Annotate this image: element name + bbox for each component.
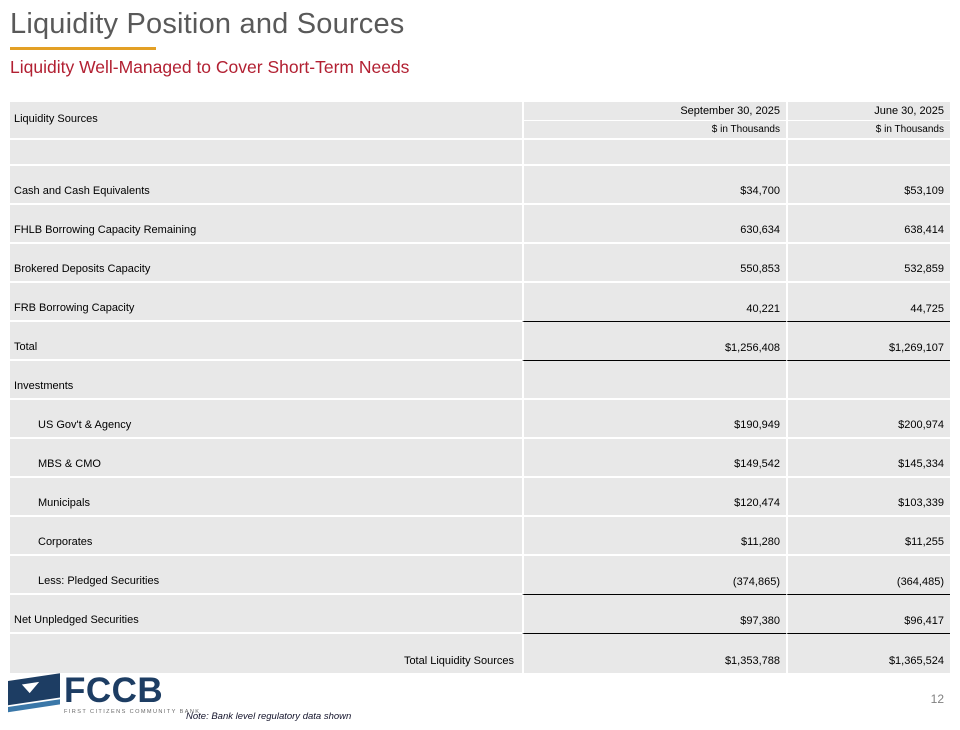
table-row: Net Unpledged Securities $97,380 $96,417	[10, 595, 950, 634]
table-row: MBS & CMO $149,542 $145,334	[10, 439, 950, 478]
row-label: Total	[10, 322, 522, 361]
logo-text-block: FCCB FIRST CITIZENS COMMUNITY BANK	[64, 673, 200, 716]
row-value-september	[522, 140, 786, 166]
row-value-september: 550,853	[522, 244, 786, 283]
header-date-june: June 30, 2025	[786, 102, 950, 121]
footnote: Note: Bank level regulatory data shown	[186, 711, 352, 722]
row-value-june: 638,414	[786, 205, 950, 244]
row-label: FHLB Borrowing Capacity Remaining	[10, 205, 522, 244]
page-title: Liquidity Position and Sources	[10, 8, 405, 40]
row-value-september: $97,380	[522, 595, 786, 634]
logo-wordmark: FCCB	[64, 671, 164, 711]
row-label: MBS & CMO	[10, 439, 522, 478]
table-header-row: Liquidity Sources September 30, 2025 Jun…	[10, 102, 950, 140]
row-label: Brokered Deposits Capacity	[10, 244, 522, 283]
row-label: US Gov't & Agency	[10, 400, 522, 439]
row-label: Total Liquidity Sources	[10, 634, 522, 673]
header-liquidity-sources: Liquidity Sources	[10, 102, 522, 140]
table-row: Brokered Deposits Capacity 550,853 532,859	[10, 244, 950, 283]
table-row	[10, 140, 950, 166]
row-value-june: $53,109	[786, 166, 950, 205]
table-row: Corporates $11,280 $11,255	[10, 517, 950, 556]
row-value-september	[522, 361, 786, 400]
table-row: FHLB Borrowing Capacity Remaining 630,634…	[10, 205, 950, 244]
row-value-september: $120,474	[522, 478, 786, 517]
row-value-september: (374,865)	[522, 556, 786, 595]
page-subtitle: Liquidity Well-Managed to Cover Short-Te…	[10, 57, 410, 77]
liquidity-sources-table: Liquidity Sources September 30, 2025 Jun…	[10, 102, 950, 673]
logo-tagline: FIRST CITIZENS COMMUNITY BANK	[64, 709, 201, 716]
company-logo: FCCB FIRST CITIZENS COMMUNITY BANK	[8, 673, 200, 716]
table-row: Investments	[10, 361, 950, 400]
row-value-june: $145,334	[786, 439, 950, 478]
row-value-june	[786, 361, 950, 400]
row-label: FRB Borrowing Capacity	[10, 283, 522, 322]
row-value-june: $200,974	[786, 400, 950, 439]
table-row: Less: Pledged Securities (374,865) (364,48…	[10, 556, 950, 595]
row-value-june: $1,269,107	[786, 322, 950, 361]
row-label: Investments	[10, 361, 522, 400]
row-value-september: $1,353,788	[522, 634, 786, 673]
table-header-units-row: $ in Thousands $ in Thousands	[10, 121, 950, 140]
table-row: Total $1,256,408 $1,269,107	[10, 322, 950, 361]
row-value-september: 40,221	[522, 283, 786, 322]
row-label	[10, 140, 522, 166]
table-row: FRB Borrowing Capacity 40,221 44,725	[10, 283, 950, 322]
title-accent-bar	[10, 47, 156, 50]
row-label: Municipals	[10, 478, 522, 517]
row-value-june: $96,417	[786, 595, 950, 634]
table-row: Municipals $120,474 $103,339	[10, 478, 950, 517]
row-value-september: $149,542	[522, 439, 786, 478]
row-label: Less: Pledged Securities	[10, 556, 522, 595]
row-value-june	[786, 140, 950, 166]
row-value-september: $1,256,408	[522, 322, 786, 361]
row-value-june: $103,339	[786, 478, 950, 517]
row-value-september: 630,634	[522, 205, 786, 244]
row-value-june: (364,485)	[786, 556, 950, 595]
table-row: Total Liquidity Sources $1,353,788 $1,365,…	[10, 634, 950, 673]
row-label: Net Unpledged Securities	[10, 595, 522, 634]
flag-logo-icon	[8, 673, 60, 713]
row-value-september: $11,280	[522, 517, 786, 556]
header-units-1: $ in Thousands	[522, 121, 786, 140]
header-units-2: $ in Thousands	[786, 121, 950, 140]
table-row: US Gov't & Agency $190,949 $200,974	[10, 400, 950, 439]
table-row: Cash and Cash Equivalents $34,700 $53,109	[10, 166, 950, 205]
header-date-september: September 30, 2025	[522, 102, 786, 121]
row-value-june: $1,365,524	[786, 634, 950, 673]
row-value-june: 532,859	[786, 244, 950, 283]
row-value-september: $190,949	[522, 400, 786, 439]
row-label: Cash and Cash Equivalents	[10, 166, 522, 205]
row-value-september: $34,700	[522, 166, 786, 205]
row-value-june: 44,725	[786, 283, 950, 322]
row-value-june: $11,255	[786, 517, 950, 556]
row-label: Corporates	[10, 517, 522, 556]
page-number: 12	[930, 692, 944, 706]
